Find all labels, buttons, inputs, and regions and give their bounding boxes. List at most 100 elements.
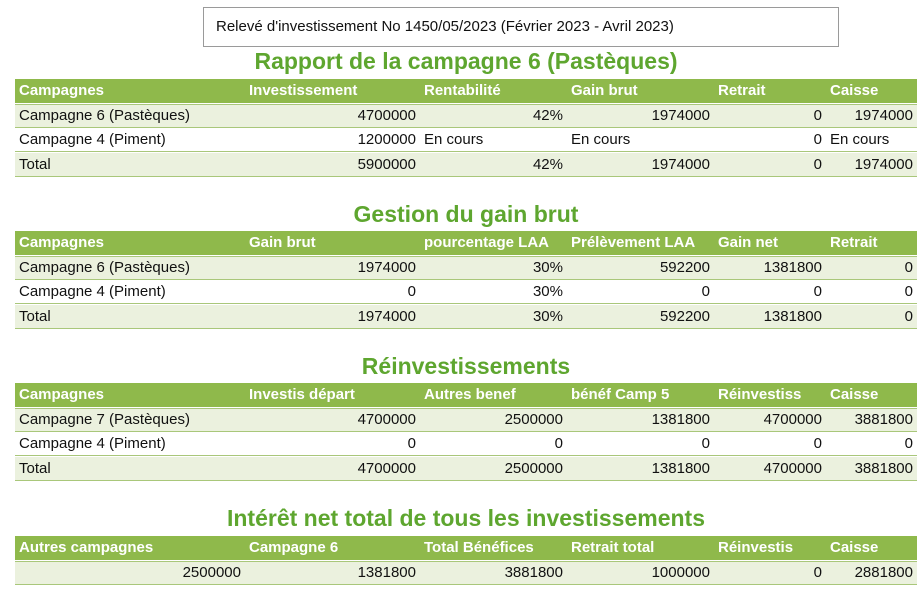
table-row <box>15 407 917 432</box>
table-cell: 2881800 <box>854 563 913 581</box>
statement-header: Relevé d'investissement No 1450/05/2023 … <box>203 7 839 47</box>
table-row <box>15 432 917 457</box>
table-cell: 0 <box>813 106 822 124</box>
table-cell: 30% <box>532 258 563 276</box>
table-cell: 30% <box>532 308 563 326</box>
table-cell: 1200000 <box>357 131 416 149</box>
column-header: Gain brut <box>245 231 420 255</box>
table-cell: 1974000 <box>854 106 913 124</box>
table-cell: 1000000 <box>651 563 710 581</box>
table-cell: En cours <box>571 131 631 149</box>
table-cell: 592200 <box>659 308 710 326</box>
table-cell: 1974000 <box>854 156 913 174</box>
table-row <box>15 305 917 330</box>
table-cell: 4700000 <box>357 106 416 124</box>
column-header: Caisse <box>826 536 917 560</box>
table-cell: 0 <box>904 258 913 276</box>
column-header: Gain brut <box>567 79 714 103</box>
table-cell: 0 <box>813 156 822 174</box>
column-header: Investissement <box>245 79 420 103</box>
table-cell: Campagne 6 (Pastèques) <box>19 106 190 124</box>
table-cell: 4700000 <box>763 460 822 478</box>
table-cell: Campagne 4 (Piment) <box>19 131 166 149</box>
table-row <box>15 103 917 128</box>
table-row <box>15 457 917 482</box>
column-header: Retrait total <box>567 536 714 560</box>
column-header: Total Bénéfices <box>420 536 567 560</box>
column-header: Campagnes <box>15 79 245 103</box>
section-title: Rapport de la campagne 6 (Pastèques) <box>254 48 678 74</box>
table-cell: 4700000 <box>763 410 822 428</box>
table-cell: 1381800 <box>651 460 710 478</box>
column-header: Campagnes <box>15 383 245 407</box>
table-cell: Campagne 7 (Pastèques) <box>19 410 190 428</box>
column-header: Autres benef <box>420 383 567 407</box>
table-cell: 0 <box>407 435 416 453</box>
table-cell: 0 <box>813 435 822 453</box>
table-cell: 30% <box>532 283 563 301</box>
column-header: Réinvestis <box>714 536 826 560</box>
table-cell: 3881800 <box>854 410 913 428</box>
table-row <box>15 280 917 305</box>
column-header: Retrait <box>714 79 826 103</box>
column-header: Campagne 6 <box>245 536 420 560</box>
table-cell: 4700000 <box>357 460 416 478</box>
table-cell: 0 <box>904 283 913 301</box>
table-cell: 5900000 <box>357 156 416 174</box>
table-cell: Total <box>19 156 51 174</box>
table-cell: 592200 <box>659 258 710 276</box>
table-cell: 0 <box>904 308 913 326</box>
table-cell: 1381800 <box>763 258 822 276</box>
table-cell: 1974000 <box>357 308 416 326</box>
table-cell: 3881800 <box>504 563 563 581</box>
table-cell: Campagne 4 (Piment) <box>19 435 166 453</box>
table-cell: 42% <box>532 106 563 124</box>
column-header: Investis départ <box>245 383 420 407</box>
table-cell: Campagne 4 (Piment) <box>19 283 166 301</box>
section-title: Intérêt net total de tous les investisse… <box>226 505 706 531</box>
section-title: Gestion du gain brut <box>353 201 579 227</box>
column-header: Prélèvement LAA <box>567 231 714 255</box>
column-header: Campagnes <box>15 231 245 255</box>
table-row <box>15 153 917 178</box>
table-row <box>15 128 917 153</box>
table-row <box>15 560 917 585</box>
table-cell: 0 <box>813 563 822 581</box>
column-header: Caisse <box>826 383 917 407</box>
table-cell: 0 <box>701 283 710 301</box>
table-cell: 0 <box>813 131 822 149</box>
table-cell: Campagne 6 (Pastèques) <box>19 258 190 276</box>
table-cell: 1381800 <box>357 563 416 581</box>
column-header: Réinvestiss <box>714 383 826 407</box>
table-cell: 2500000 <box>504 460 563 478</box>
column-header: Caisse <box>826 79 917 103</box>
table-cell: 1974000 <box>651 106 710 124</box>
table-cell: Total <box>19 460 51 478</box>
table-cell: 1381800 <box>763 308 822 326</box>
table-cell: 0 <box>904 435 913 453</box>
table-cell: 1381800 <box>651 410 710 428</box>
section-title: Réinvestissements <box>361 353 571 379</box>
column-header: Gain net <box>714 231 826 255</box>
table-cell: 2500000 <box>182 563 241 581</box>
table-cell: 0 <box>554 435 563 453</box>
table-cell: 2500000 <box>504 410 563 428</box>
column-header: Autres campagnes <box>15 536 245 560</box>
table-cell: 42% <box>532 156 563 174</box>
column-header: bénéf Camp 5 <box>567 383 714 407</box>
table-cell: 3881800 <box>854 460 913 478</box>
table-cell: En cours <box>424 131 484 149</box>
table-cell: 0 <box>407 283 416 301</box>
column-header: pourcentage LAA <box>420 231 567 255</box>
table-cell: Total <box>19 308 51 326</box>
table-cell: 1974000 <box>651 156 710 174</box>
table-row <box>15 255 917 280</box>
table-cell: 0 <box>701 435 710 453</box>
table-cell: 4700000 <box>357 410 416 428</box>
table-cell: En cours <box>830 131 890 149</box>
column-header: Retrait <box>826 231 917 255</box>
table-cell: 0 <box>813 283 822 301</box>
table-cell: 1974000 <box>357 258 416 276</box>
column-header: Rentabilité <box>420 79 567 103</box>
